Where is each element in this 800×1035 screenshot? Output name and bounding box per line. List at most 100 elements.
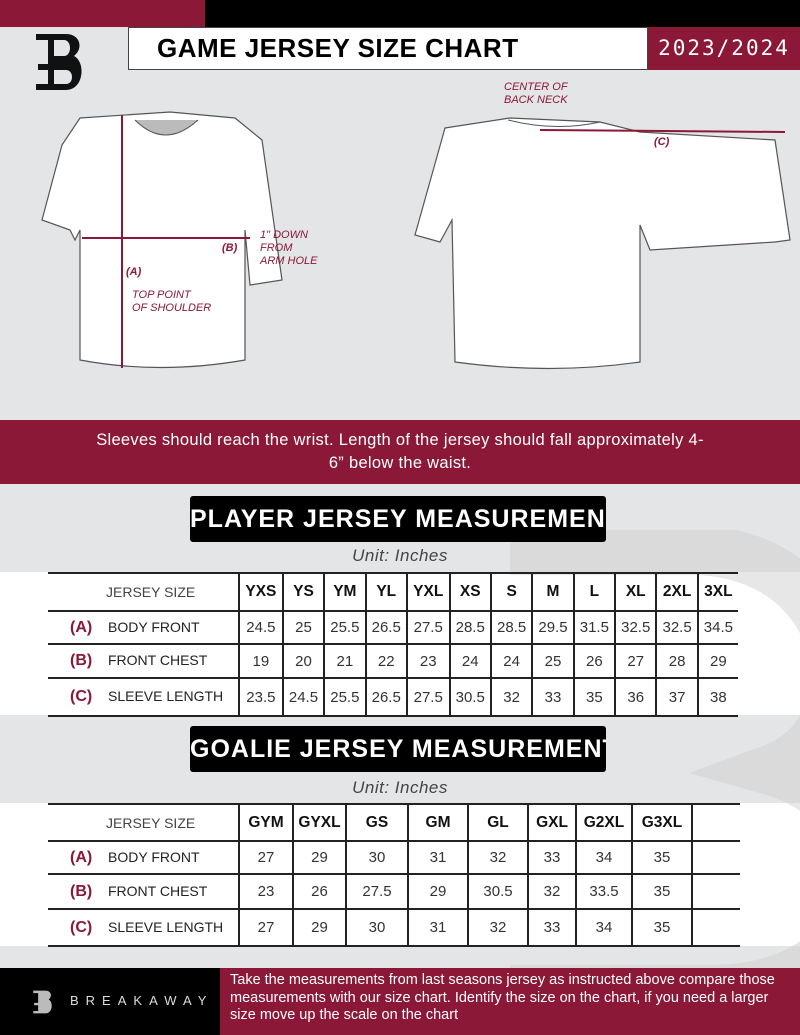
measurement-cell: 24.5 bbox=[281, 678, 325, 716]
table-row: (A) BODY FRONT 27 29 30 31 32 33 34 35 bbox=[48, 841, 740, 874]
row-name: FRONT CHEST bbox=[108, 882, 208, 899]
player-measurements-table: JERSEY SIZE YXS YS YM YL YXL XS S M L XL 2XL 3XL (A)… bbox=[48, 572, 738, 717]
table-row: (A) BODY FRONT 24.5 25 25.5 26.5 27.5 28.5 28.5 2… bbox=[48, 611, 738, 644]
measurement-cell: 23 bbox=[238, 874, 293, 909]
measurement-cell: 35 bbox=[631, 841, 692, 874]
row-label: (C) SLEEVE LENGTH bbox=[48, 678, 239, 716]
goalie-section-title: GOALIE JERSEY MEASUREMENTS bbox=[190, 726, 606, 772]
jersey-back bbox=[414, 117, 791, 370]
row-name: BODY FRONT bbox=[108, 618, 200, 635]
size-column-header bbox=[691, 804, 740, 841]
measurement-cell: 25.5 bbox=[323, 678, 366, 716]
size-column-header: 3XL bbox=[696, 573, 738, 611]
measurement-cell: 35 bbox=[631, 909, 692, 946]
measurement-cell: 30 bbox=[345, 841, 408, 874]
measurement-cell: 24 bbox=[489, 644, 533, 678]
shoulder-note: TOP POINT OF SHOULDER bbox=[132, 289, 212, 314]
measurement-cell: 29 bbox=[407, 874, 468, 909]
size-column-header: YL bbox=[364, 573, 407, 611]
size-column-header: GYXL bbox=[292, 804, 346, 841]
goalie-unit: Unit: Inches bbox=[352, 778, 448, 797]
measurement-cell: 32 bbox=[467, 841, 528, 874]
footer-logo-icon bbox=[33, 990, 52, 1014]
jersey-front bbox=[41, 111, 283, 369]
table-row: (C) SLEEVE LENGTH 27 29 30 31 32 33 34 35 bbox=[48, 909, 740, 946]
goalie-measurements-table: JERSEY SIZE GYM GYXL GS GM GL GXL G2XL G3XL (A) B… bbox=[48, 803, 740, 947]
footer-brand-area bbox=[0, 968, 220, 1035]
size-column-header: L bbox=[572, 573, 616, 611]
page-title: GAME JERSEY SIZE CHART bbox=[128, 27, 648, 70]
measurement-cell: 33 bbox=[527, 841, 576, 874]
measurement-cell: 31 bbox=[407, 909, 468, 946]
measurement-cell: 28 bbox=[655, 644, 698, 678]
measurement-cell: 31 bbox=[407, 841, 468, 874]
measurement-cell: 30.5 bbox=[448, 678, 491, 716]
measurement-cell: 27 bbox=[238, 841, 293, 874]
armhole-note: 1" DOWN FROM ARM HOLE bbox=[260, 229, 318, 267]
table-header-row: JERSEY SIZE YXS YS YM YL YXL XS S M L XL 2XL 3XL bbox=[48, 573, 738, 611]
measurement-cell: 36 bbox=[614, 678, 657, 716]
size-column-header: GM bbox=[407, 804, 468, 841]
jersey-diagram bbox=[41, 111, 791, 370]
top-bar-dark bbox=[205, 0, 800, 27]
row-label: (B) FRONT CHEST bbox=[48, 874, 239, 909]
size-column-header: XS bbox=[448, 573, 491, 611]
measurement-cell: 22 bbox=[364, 644, 407, 678]
measurement-cell: 25.5 bbox=[323, 611, 366, 644]
center-back-neck-label: CENTER OF BACK NECK bbox=[504, 81, 568, 106]
measurement-cell: 27 bbox=[614, 644, 657, 678]
label-a: (A) bbox=[126, 266, 142, 278]
measurement-cell: 33.5 bbox=[575, 874, 632, 909]
size-column-header: YXL bbox=[405, 573, 450, 611]
row-name: FRONT CHEST bbox=[108, 652, 208, 668]
measurement-cell: 32.5 bbox=[614, 611, 657, 644]
measurement-cell: 27.5 bbox=[345, 874, 408, 909]
row-label: (B) FRONT CHEST bbox=[48, 644, 239, 678]
measurement-cell bbox=[691, 874, 740, 909]
measurement-cell: 34.5 bbox=[696, 611, 738, 644]
measurement-cell: 38 bbox=[696, 678, 738, 716]
watermark-logo-icon bbox=[510, 530, 800, 990]
measurement-cell: 23.5 bbox=[238, 678, 283, 716]
size-column-header: G2XL bbox=[575, 804, 632, 841]
table-row: (C) SLEEVE LENGTH 23.5 24.5 25.5 26.5 27.5 30.5… bbox=[48, 678, 738, 716]
footer-instructions: Take the measurements from last seasons … bbox=[220, 968, 800, 1035]
measurement-cell: 24.5 bbox=[238, 611, 283, 644]
measurement-cell: 25 bbox=[281, 611, 325, 644]
measurement-cell: 37 bbox=[655, 678, 698, 716]
measurement-cell: 29 bbox=[292, 909, 346, 946]
measurement-cell: 34 bbox=[575, 909, 632, 946]
label-c: (C) bbox=[654, 136, 670, 148]
measurement-cell: 33 bbox=[527, 909, 576, 946]
measurement-cell: 26 bbox=[572, 644, 616, 678]
fit-note: Sleeves should reach the wrist. Length o… bbox=[0, 420, 800, 484]
measurement-cell: 24 bbox=[448, 644, 491, 678]
measurement-cell: 31.5 bbox=[572, 611, 616, 644]
table-row: (B) FRONT CHEST 19 20 21 22 23 24 24 25 26 27 28 29 bbox=[48, 644, 738, 678]
measurement-cell: 35 bbox=[631, 874, 692, 909]
measurement-cell: 29.5 bbox=[531, 611, 574, 644]
measurement-cell: 20 bbox=[281, 644, 325, 678]
measurement-cell bbox=[691, 909, 740, 946]
measurement-cell: 35 bbox=[572, 678, 616, 716]
row-key: (B) bbox=[70, 882, 93, 900]
brand-name: BREAKAWAY bbox=[70, 993, 214, 1008]
row-key: (C) bbox=[70, 688, 93, 705]
size-column-header: XL bbox=[614, 573, 657, 611]
measurement-cell: 29 bbox=[696, 644, 738, 678]
measurement-cell bbox=[691, 841, 740, 874]
table-header-row: JERSEY SIZE GYM GYXL GS GM GL GXL G2XL G3XL bbox=[48, 804, 740, 841]
measurement-cell: 30.5 bbox=[467, 874, 528, 909]
size-column-header: G3XL bbox=[631, 804, 692, 841]
row-key: (A) bbox=[70, 618, 93, 636]
size-column-header: S bbox=[489, 573, 533, 611]
row-label: (A) BODY FRONT bbox=[48, 841, 239, 874]
row-key: (B) bbox=[70, 652, 93, 669]
measurement-cell: 26 bbox=[292, 874, 346, 909]
measurement-cell: 34 bbox=[575, 841, 632, 874]
player-unit: Unit: Inches bbox=[352, 546, 448, 565]
jersey-size-header: JERSEY SIZE bbox=[106, 814, 196, 831]
measurement-cell: 27.5 bbox=[405, 611, 450, 644]
size-column-header: YM bbox=[323, 573, 366, 611]
measurement-cell: 27.5 bbox=[405, 678, 450, 716]
